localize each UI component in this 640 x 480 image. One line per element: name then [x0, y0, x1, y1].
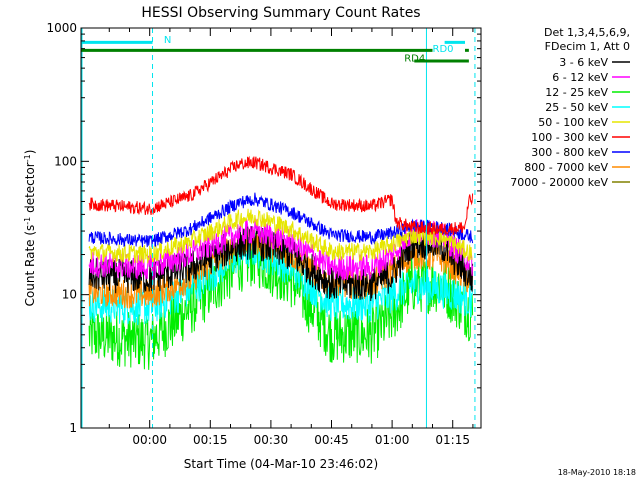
x-tick-label: 00:00	[132, 433, 167, 447]
legend-label: 3 - 6 keV	[559, 56, 608, 69]
legend-label: 300 - 800 keV	[531, 146, 608, 159]
legend-label: 100 - 300 keV	[531, 131, 608, 144]
series-line-50-to-100kev	[88, 208, 473, 264]
y-tick-label: 1	[69, 421, 77, 435]
x-tick-label: 01:00	[375, 433, 410, 447]
x-tick-label: 00:45	[314, 433, 349, 447]
legend-header-line-2: FDecim 1, Att 0	[545, 40, 630, 53]
x-tick-label: 01:15	[435, 433, 470, 447]
legend-label: 6 - 12 keV	[552, 71, 608, 84]
y-axis-label-sup-1: -1	[23, 217, 32, 225]
plot-area: N RD0 RD4 00:00 00:15 00:30 00:45 01:00 01:15 1 1…	[46, 21, 482, 447]
legend: Det 1,3,4,5,6,9, FDecim 1, Att 0 3 - 6 k…	[510, 26, 630, 189]
y-axis-label: Count Rate (s-1 detector-1)	[23, 150, 37, 307]
chart-title: HESSI Observing Summary Count Rates	[141, 5, 420, 21]
y-tick-label: 10	[62, 288, 77, 302]
series-line-300-to-800kev	[88, 192, 474, 248]
y-axis-label-sup-2: -1	[23, 154, 32, 162]
x-tick-label: 00:15	[193, 433, 228, 447]
y-axis-label-mid: detector	[23, 162, 37, 217]
legend-header-line-1: Det 1,3,4,5,6,9,	[544, 26, 630, 39]
legend-label: 25 - 50 keV	[545, 101, 608, 114]
y-axis-label-main: Count Rate (s	[23, 225, 37, 307]
annotation-rd0: RD0	[433, 44, 454, 55]
legend-label: 7000 - 20000 keV	[510, 176, 608, 189]
legend-label: 12 - 25 keV	[545, 86, 608, 99]
annotation-n: N	[164, 35, 171, 46]
x-tick-label: 00:30	[254, 433, 289, 447]
annotation-rd4: RD4	[404, 54, 425, 65]
series-line-12-to-25kev	[88, 229, 474, 370]
legend-label: 50 - 100 keV	[538, 116, 608, 129]
footer-timestamp: 18-May-2010 18:18	[558, 468, 636, 477]
plot-frame	[80, 27, 482, 429]
series-line-100-to-300kev	[88, 155, 474, 236]
x-axis-label: Start Time (04-Mar-10 23:46:02)	[184, 457, 378, 471]
y-tick-label: 1000	[46, 21, 77, 35]
legend-label: 800 - 7000 keV	[524, 161, 608, 174]
y-tick-label: 100	[54, 154, 77, 168]
y-axis-label-end: )	[23, 150, 37, 155]
